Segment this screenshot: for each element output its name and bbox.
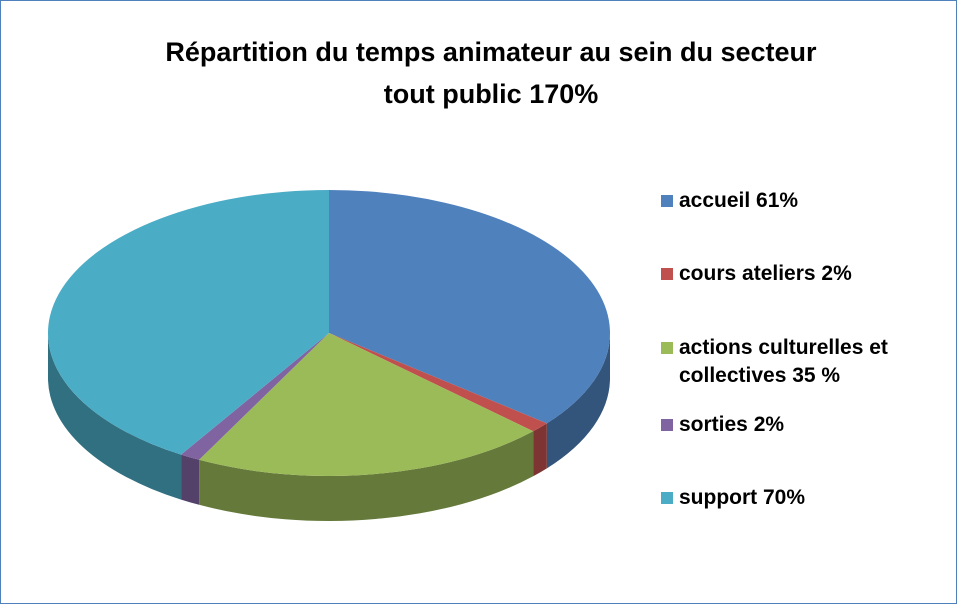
legend-item: actions culturelles et collectives 35 %: [661, 334, 951, 390]
chart-title: Répartition du temps animateur au sein d…: [165, 37, 817, 109]
slice-side: [181, 454, 200, 505]
slice: [181, 333, 329, 460]
slice: [329, 190, 610, 424]
slice: [47, 190, 329, 455]
legend-label: cours ateliers 2%: [679, 262, 852, 285]
slice: [199, 333, 534, 476]
slice-side: [199, 431, 534, 521]
legend-swatch: [661, 268, 673, 280]
legend-swatch: [661, 419, 673, 431]
legend-item: cours ateliers 2%: [661, 260, 951, 288]
slice-side: [533, 423, 547, 477]
legend-label: sorties 2%: [679, 413, 785, 436]
legend-label: support 70%: [679, 486, 806, 509]
legend-swatch: [661, 342, 673, 354]
legend-label: accueil 61%: [679, 189, 799, 212]
slice-side: [546, 333, 610, 469]
legend-item: sorties 2%: [661, 411, 951, 439]
legend-label: actions culturelles et collectives 35 %: [679, 336, 888, 387]
legend-swatch: [661, 492, 673, 504]
legend-item: accueil 61%: [661, 187, 951, 215]
legend-swatch: [661, 195, 673, 207]
slice: [329, 333, 547, 432]
slice-side: [48, 333, 182, 500]
legend-item: support 70%: [661, 484, 951, 512]
